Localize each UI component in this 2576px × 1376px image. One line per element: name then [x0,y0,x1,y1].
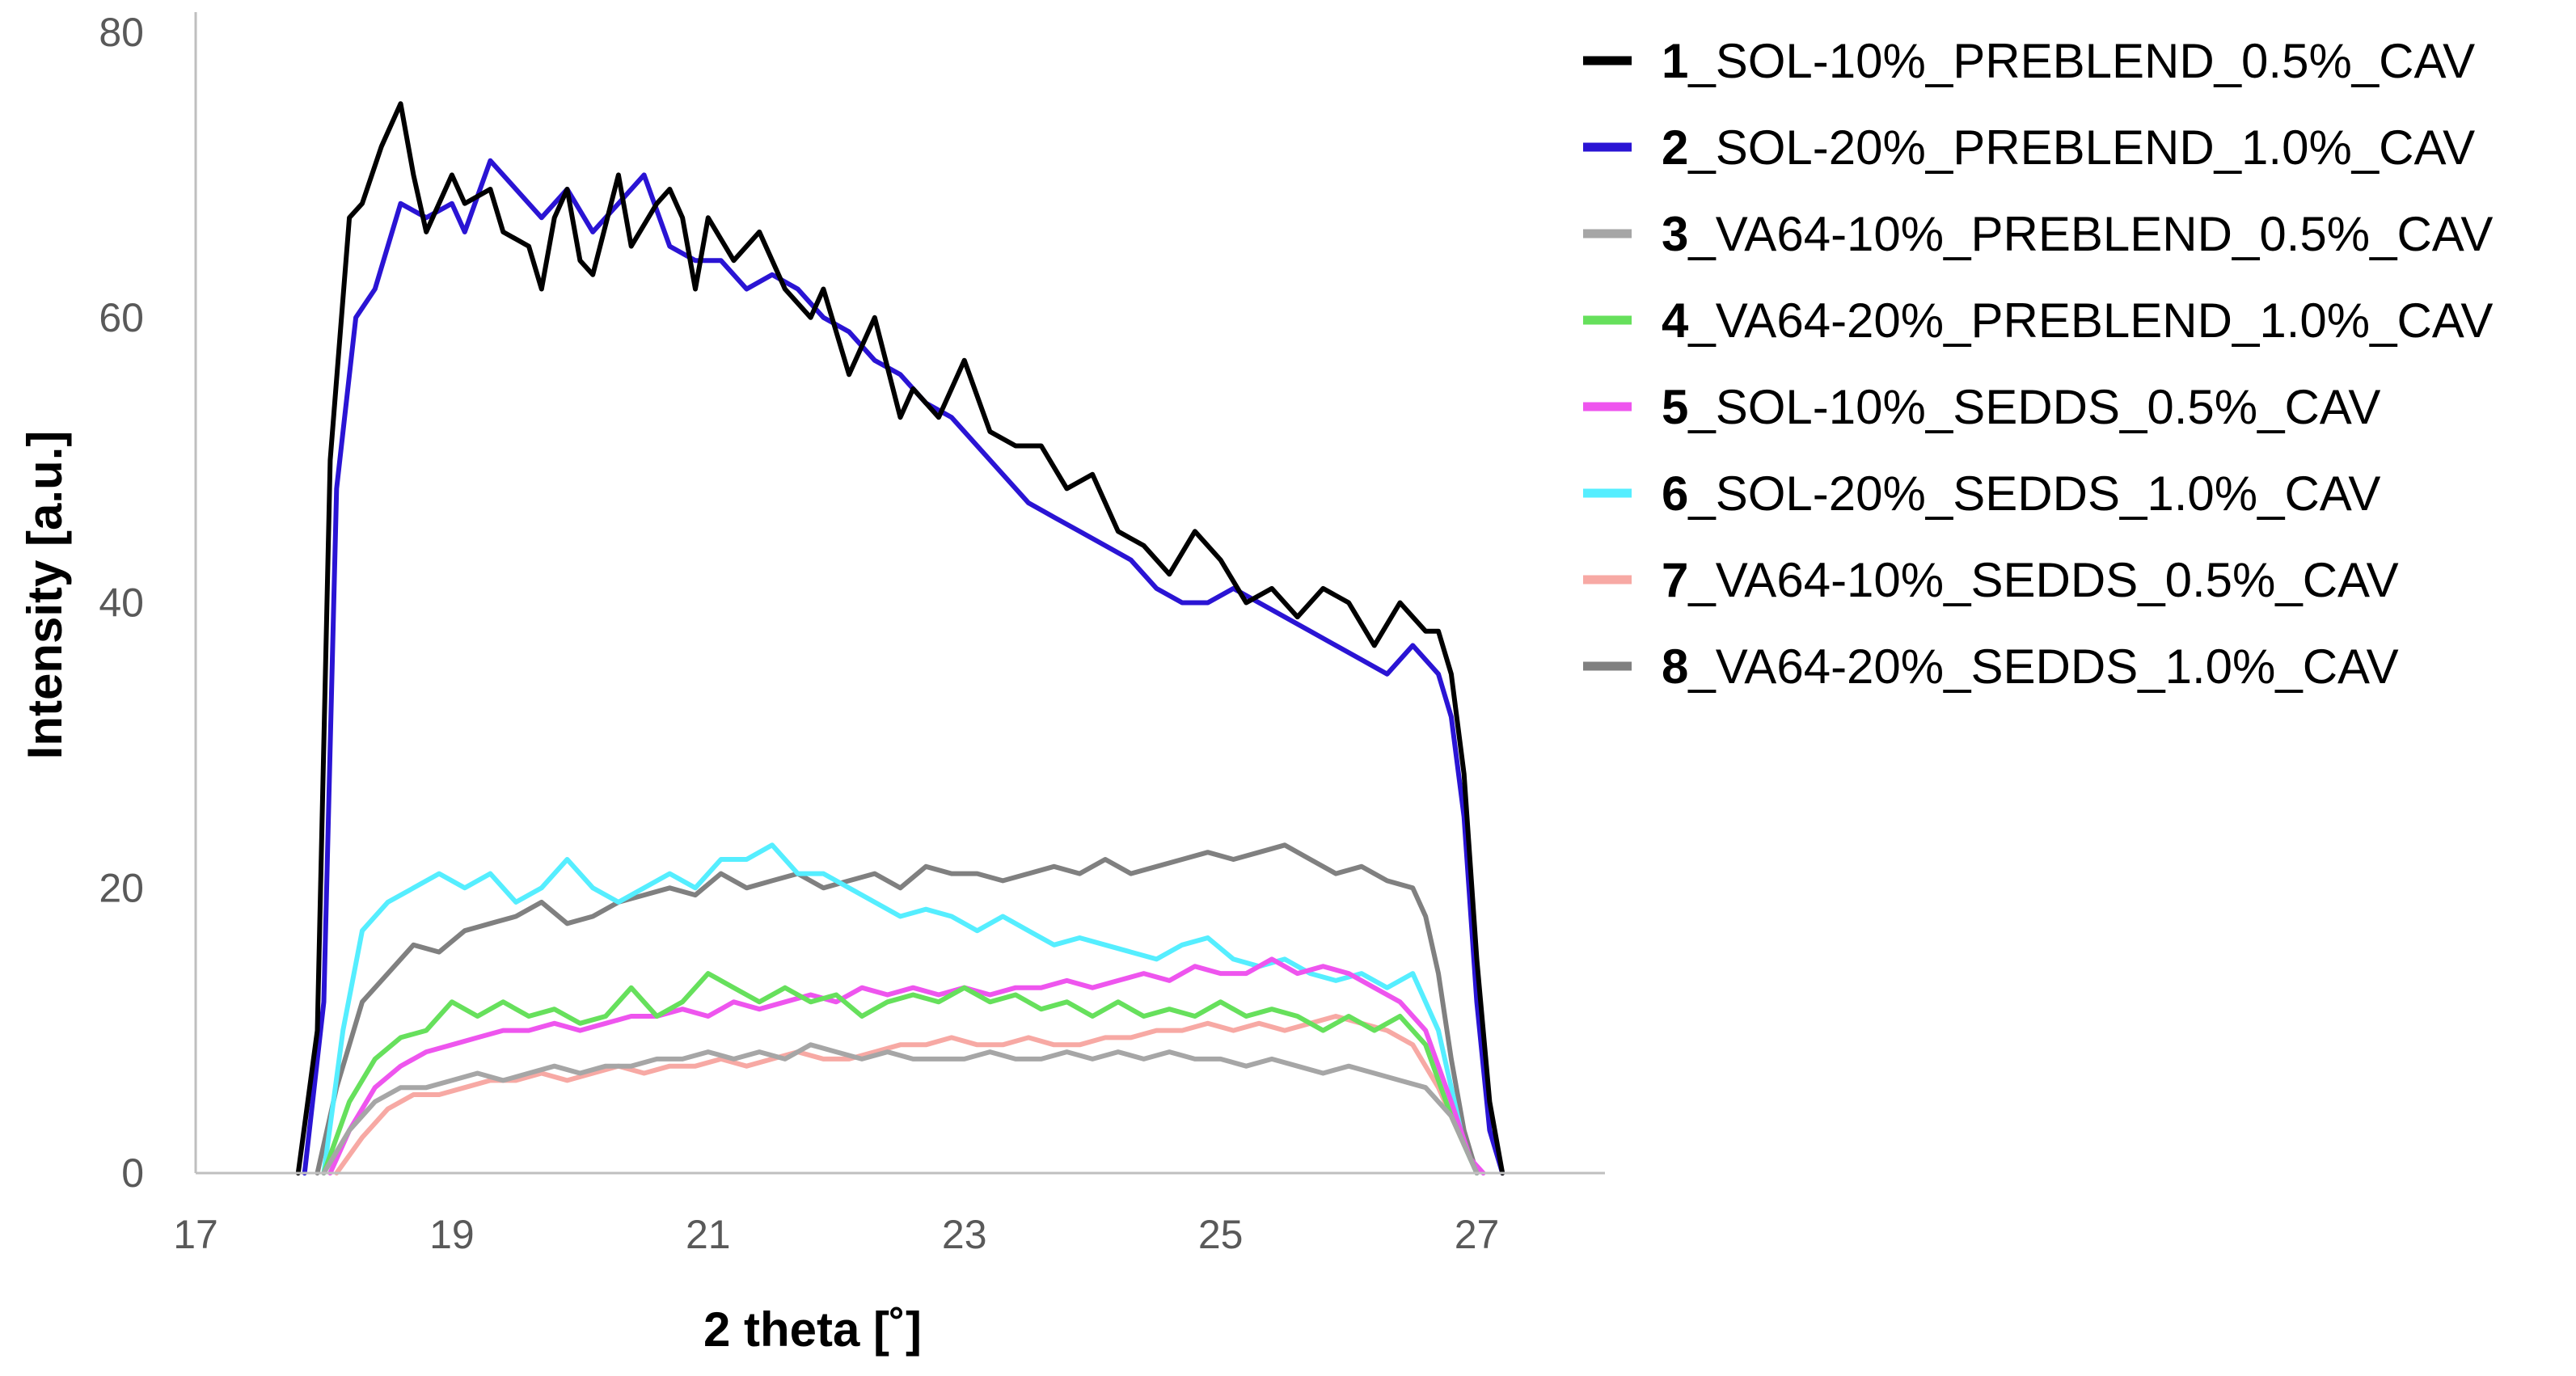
legend-label: 8_VA64-20%_SEDDS_1.0%_CAV [1662,639,2399,694]
series-line-1 [295,101,1505,1176]
x-tick-label: 21 [686,1212,731,1257]
legend: 1_SOL-10%_PREBLEND_0.5%_CAV 2_SOL-20%_PRE… [1583,34,2493,694]
legend-item-5: 5_SOL-10%_SEDDS_0.5%_CAV [1583,380,2380,434]
y-tick-label: 20 [99,865,144,910]
legend-item-2: 2_SOL-20%_PREBLEND_1.0%_CAV [1583,120,2475,175]
plot-area [295,101,1505,1176]
legend-label: 4_VA64-20%_PREBLEND_1.0%_CAV [1662,293,2493,348]
legend-label: 7_VA64-10%_SEDDS_0.5%_CAV [1662,553,2399,607]
x-tick-label: 27 [1455,1212,1500,1257]
legend-item-7: 7_VA64-10%_SEDDS_0.5%_CAV [1583,553,2399,607]
series-line-4 [321,971,1480,1176]
y-tick-label: 60 [99,295,144,340]
x-tick-label: 25 [1198,1212,1244,1257]
x-axis-title: 2 theta [˚] [703,1302,922,1357]
x-tick-label: 17 [173,1212,218,1257]
legend-label: 5_SOL-10%_SEDDS_0.5%_CAV [1662,380,2380,434]
legend-label: 1_SOL-10%_PREBLEND_0.5%_CAV [1662,34,2475,88]
legend-item-6: 6_SOL-20%_SEDDS_1.0%_CAV [1583,466,2380,521]
legend-item-3: 3_VA64-10%_PREBLEND_0.5%_CAV [1583,207,2493,261]
series-line-8 [315,842,1480,1176]
legend-label: 3_VA64-10%_PREBLEND_0.5%_CAV [1662,207,2493,261]
series-line-7 [334,1014,1480,1176]
y-axis-ticks: 0 20 40 60 80 [99,10,144,1196]
series-line-3 [321,1042,1480,1176]
series-line-5 [327,956,1486,1176]
y-tick-label: 0 [121,1150,144,1196]
y-tick-label: 40 [99,580,144,626]
legend-item-1: 1_SOL-10%_PREBLEND_0.5%_CAV [1583,34,2475,88]
legend-item-8: 8_VA64-20%_SEDDS_1.0%_CAV [1583,639,2399,694]
x-axis-ticks: 17 19 21 23 25 27 [173,1212,1499,1257]
legend-label: 6_SOL-20%_SEDDS_1.0%_CAV [1662,466,2380,521]
y-tick-label: 80 [99,10,144,55]
x-tick-label: 19 [429,1212,475,1257]
legend-item-4: 4_VA64-20%_PREBLEND_1.0%_CAV [1583,293,2493,348]
legend-label: 2_SOL-20%_PREBLEND_1.0%_CAV [1662,120,2475,175]
series-line-6 [321,842,1480,1176]
x-tick-label: 23 [942,1212,987,1257]
y-axis-title: Intensity [a.u.] [18,431,72,760]
